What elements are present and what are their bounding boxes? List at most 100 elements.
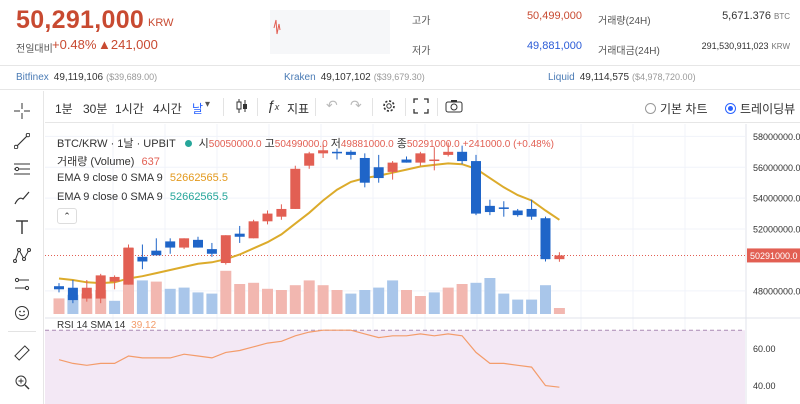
last-price-badge <box>747 248 800 263</box>
volume-bar <box>428 292 440 314</box>
chart-canvas[interactable]: 58000000.0 56000000.0 54000000.0 52000000.0… <box>45 124 800 404</box>
volume-bar <box>206 293 218 314</box>
legend-close-label: 종 <box>396 138 407 150</box>
last-price-label: 50291000.0 <box>750 251 798 261</box>
high-value: 50,499,000 <box>526 10 582 22</box>
settings-icon[interactable] <box>381 98 397 117</box>
toolbar-separator <box>372 98 373 116</box>
low-value: 49,881,000 <box>526 40 582 52</box>
toolbar-divider <box>8 331 36 332</box>
legend-ema1-value: 52662565.5 <box>169 172 228 184</box>
exchange-prices-row: Bitfinex 49,119,106 ($39,689.00) Kraken 49,… <box>0 66 800 90</box>
legend-volume-value: 637 <box>141 156 160 168</box>
price-tick-label: 48000000.0 <box>753 286 800 296</box>
indicators-icon[interactable]: ƒx <box>267 97 280 113</box>
candle-body <box>248 221 259 239</box>
horizontal-lines-icon[interactable] <box>10 157 34 181</box>
interval-dropdown-icon[interactable]: ▾ <box>205 99 211 110</box>
price-tick-label: 54000000.0 <box>753 194 800 204</box>
candle-body <box>290 168 301 209</box>
amount-24h-unit: KRW <box>771 42 790 51</box>
candle-body <box>401 159 412 163</box>
toolbar-separator <box>405 98 406 116</box>
rsi-tick-label: 40.00 <box>753 381 776 391</box>
candle-body <box>234 233 245 237</box>
volume-bar <box>331 290 343 314</box>
candle-body <box>526 208 537 217</box>
candle-body <box>332 151 342 154</box>
exchange-bitfinex[interactable]: Bitfinex 49,119,106 ($39,689.00) <box>16 72 157 83</box>
candle-body <box>81 287 92 299</box>
volume-bar <box>275 290 287 314</box>
candle-body <box>193 239 203 248</box>
volume-bar <box>373 287 385 314</box>
fullscreen-icon[interactable] <box>413 98 429 117</box>
zoom-in-icon[interactable] <box>10 370 34 394</box>
volume-bar <box>178 287 190 314</box>
legend-collapse-button[interactable]: ⌃ <box>57 208 77 224</box>
camera-icon[interactable] <box>445 98 463 117</box>
basic-chart-label: 기본 차트 <box>660 102 708 116</box>
indicators-button[interactable]: 지표 <box>287 102 310 116</box>
smiley-icon[interactable] <box>10 301 34 325</box>
trend-line-icon[interactable] <box>10 129 34 153</box>
brush-icon[interactable] <box>10 186 34 210</box>
volume-bar <box>53 298 65 314</box>
volume-bar <box>317 285 329 314</box>
price-currency: KRW <box>148 17 174 29</box>
candle-body <box>318 150 329 154</box>
candle-body <box>484 205 495 213</box>
legend-symbol: BTC/KRW · 1날 · UPBIT <box>57 138 176 150</box>
candle-type-icon[interactable] <box>235 98 249 117</box>
candle-body <box>443 151 454 155</box>
drawing-toolbar <box>0 91 44 404</box>
exchange-liquid[interactable]: Liquid 49,114,575 ($4,978,720.00) <box>548 72 696 83</box>
interval-4h[interactable]: 4시간 <box>153 102 182 116</box>
volume-bars <box>53 248 565 314</box>
radio-basic-chart[interactable] <box>645 103 656 114</box>
basic-chart-option[interactable]: 기본 차트 <box>645 100 708 117</box>
prediction-icon[interactable] <box>10 272 34 296</box>
tradingview-option[interactable]: 트레이딩뷰 <box>725 100 795 117</box>
candle-body <box>67 287 78 301</box>
volume-bar <box>456 284 468 314</box>
interval-1h[interactable]: 1시간 <box>115 102 144 116</box>
volume-bar <box>234 284 246 314</box>
rsi-band <box>45 329 745 404</box>
chart-toolbar: 1분 30분 1시간 4시간 날 ▾ ƒx 지표 ↶ ↷ 기본 차트 트레이딩뷰 <box>45 91 800 123</box>
interval-1m[interactable]: 1분 <box>55 102 73 116</box>
candle-body <box>95 275 106 299</box>
candle-body <box>262 213 273 222</box>
volume-bar <box>81 293 93 314</box>
candle-body <box>179 238 190 248</box>
candle-body <box>137 256 148 262</box>
ruler-icon[interactable] <box>10 341 34 365</box>
exchange-usd: ($39,689.00) <box>106 72 158 82</box>
legend-open: 50050000.0 <box>208 139 262 150</box>
legend-open-label: 시 <box>198 138 209 150</box>
exchange-name: Kraken <box>284 72 316 83</box>
candles <box>54 142 565 304</box>
candle-body <box>498 207 509 209</box>
chart-area[interactable]: 58000000.0 56000000.0 54000000.0 52000000.0… <box>45 124 800 404</box>
high-label: 고가 <box>412 16 431 27</box>
legend-rsi: RSI 14 SMA 14 39.12 <box>57 320 156 331</box>
current-price: 50,291,000 <box>16 6 145 34</box>
pattern-icon[interactable] <box>10 243 34 267</box>
text-tool-icon[interactable] <box>10 215 34 239</box>
exchange-price: 49,114,575 <box>579 72 630 83</box>
chart-legend-ohlc: BTC/KRW · 1날 · UPBIT 시50050000.0 고504990… <box>57 135 554 151</box>
radio-tradingview[interactable] <box>725 103 736 114</box>
volume-bar <box>248 282 260 314</box>
crosshair-icon[interactable] <box>10 99 34 123</box>
interval-30m[interactable]: 30분 <box>83 102 108 116</box>
rsi-tick-label: 60.00 <box>753 344 776 354</box>
interval-day[interactable]: 날 <box>192 102 204 116</box>
exchange-kraken[interactable]: Kraken 49,107,102 ($39,679.30) <box>284 72 425 83</box>
candle-body <box>429 159 440 162</box>
volume-bar <box>303 280 315 314</box>
legend-high-label: 고 <box>264 138 275 150</box>
redo-icon[interactable]: ↷ <box>350 97 362 113</box>
candle-body <box>387 162 398 172</box>
undo-icon[interactable]: ↶ <box>326 97 338 113</box>
